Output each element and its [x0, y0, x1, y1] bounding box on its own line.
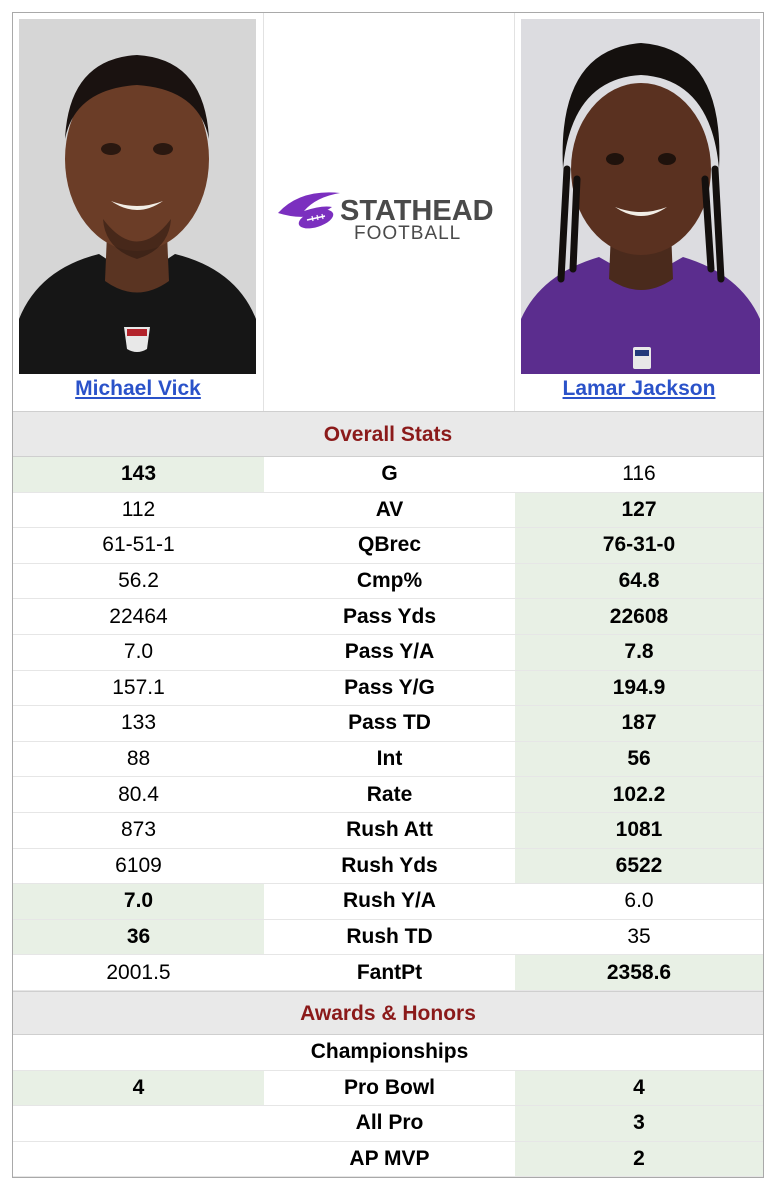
overall-stats-header: Overall Stats — [13, 411, 763, 457]
right-value-cell: 4 — [515, 1070, 763, 1105]
right-value-cell: 127 — [515, 492, 763, 528]
table-row: 112 AV 127 — [13, 492, 763, 529]
table-row: 56.2 Cmp% 64.8 — [13, 563, 763, 600]
right-value-cell — [515, 1035, 763, 1070]
stat-label-cell: Rush Att — [346, 818, 433, 842]
left-value-cell: 873 — [120, 818, 157, 842]
stat-label-cell: G — [381, 462, 398, 486]
right-value-cell: 35 — [627, 925, 651, 949]
right-value-cell: 76-31-0 — [515, 528, 763, 563]
stat-label-cell: Rush Yds — [341, 853, 438, 877]
table-row: Championships — [13, 1035, 763, 1071]
table-row: 4 Pro Bowl 4 — [13, 1070, 763, 1106]
right-player-link[interactable]: Lamar Jackson — [562, 377, 716, 400]
right-value-cell: 56 — [515, 741, 763, 777]
comparison-table: Michael Vick STATHEAD FOOTBALL — [12, 12, 764, 1178]
stathead-football-logo[interactable]: STATHEAD FOOTBALL — [270, 183, 510, 244]
left-player-link[interactable]: Michael Vick — [75, 377, 201, 400]
awards-honors-header: Awards & Honors — [13, 991, 763, 1035]
left-value-cell — [13, 1142, 264, 1177]
right-value-cell: 194.9 — [515, 670, 763, 706]
left-value-cell: 4 — [13, 1070, 264, 1105]
table-row: AP MVP 2 — [13, 1141, 763, 1177]
left-value-cell: 112 — [121, 497, 156, 521]
table-row: 88 Int 56 — [13, 741, 763, 778]
stat-label-cell: AV — [375, 497, 404, 521]
stat-label-cell: Pro Bowl — [343, 1075, 435, 1099]
stat-label-cell: Pass Y/A — [344, 640, 435, 664]
right-value-cell: 6.0 — [624, 889, 654, 913]
table-row: 80.4 Rate 102.2 — [13, 777, 763, 813]
left-value-cell: 80.4 — [118, 782, 159, 806]
right-value-cell: 102.2 — [515, 777, 763, 812]
table-row: 2001.5 FantPt 2358.6 — [13, 955, 763, 991]
stat-label-cell: Rush TD — [346, 925, 433, 949]
michael-vick-photo — [19, 19, 256, 374]
left-player-column: Michael Vick — [13, 13, 264, 411]
left-value-cell: 56.2 — [118, 569, 159, 593]
table-row: 157.1 Pass Y/G 194.9 — [13, 670, 763, 707]
table-row: 133 Pass TD 187 — [13, 706, 763, 742]
stat-label-cell: All Pro — [355, 1111, 424, 1135]
overall-stats-rows: 143 G 116 112 AV 127 61-51-1 QBrec 76-31-0 56.2 Cm… — [13, 457, 763, 991]
stat-label-cell: Int — [376, 747, 403, 771]
left-value-cell: 133 — [120, 711, 157, 735]
stat-label-cell: Rush Y/A — [343, 889, 436, 913]
stat-label-cell: Cmp% — [356, 569, 423, 593]
table-row: 61-51-1 QBrec 76-31-0 — [13, 528, 763, 564]
table-row: 22464 Pass Yds 22608 — [13, 599, 763, 635]
stat-label-cell: Pass Yds — [342, 604, 436, 628]
right-value-cell: 187 — [515, 706, 763, 741]
right-value-cell: 6522 — [515, 848, 763, 884]
left-value-cell: 88 — [126, 747, 151, 771]
stat-label-cell: Pass Y/G — [344, 675, 435, 699]
left-value-cell: 36 — [13, 919, 264, 955]
stat-label-cell: AP MVP — [349, 1146, 430, 1170]
headshot-jackson-icon — [521, 19, 760, 374]
awards-honors-rows: Championships 4 Pro Bowl 4 All Pro 3 AP MVP 2 — [13, 1035, 763, 1177]
right-value-cell: 2358.6 — [515, 955, 763, 990]
table-row: All Pro 3 — [13, 1106, 763, 1142]
left-value-cell: 157.1 — [112, 675, 165, 699]
right-value-cell: 1081 — [515, 812, 763, 848]
left-value-cell — [13, 1106, 264, 1141]
right-player-column: Lamar Jackson — [515, 13, 763, 411]
left-value-cell: 2001.5 — [106, 960, 171, 984]
right-value-cell: 3 — [515, 1106, 763, 1141]
right-value-cell: 116 — [622, 462, 656, 486]
right-value-cell: 2 — [515, 1141, 763, 1176]
right-value-cell: 7.8 — [515, 634, 763, 670]
headshot-vick-icon — [19, 19, 256, 374]
table-row: 143 G 116 — [13, 457, 763, 493]
logo-column: STATHEAD FOOTBALL — [264, 13, 515, 411]
left-value-cell: 7.0 — [13, 884, 264, 919]
table-row: 7.0 Rush Y/A 6.0 — [13, 884, 763, 920]
stat-label-cell: Rate — [366, 782, 413, 806]
stat-label-cell: FantPt — [356, 960, 423, 984]
right-value-cell: 22608 — [515, 599, 763, 634]
lamar-jackson-photo — [521, 19, 760, 374]
logo-word-football: FOOTBALL — [354, 223, 461, 243]
right-value-cell: 64.8 — [515, 563, 763, 599]
table-row: 7.0 Pass Y/A 7.8 — [13, 634, 763, 671]
left-value-cell: 61-51-1 — [102, 533, 175, 557]
left-value-cell: 7.0 — [123, 640, 154, 664]
left-value-cell: 22464 — [109, 604, 168, 628]
table-row: 36 Rush TD 35 — [13, 919, 763, 956]
table-row: 6109 Rush Yds 6522 — [13, 848, 763, 885]
left-value-cell: 143 — [13, 457, 264, 492]
left-value-cell — [13, 1035, 264, 1070]
left-value-cell: 6109 — [115, 853, 162, 877]
stat-label-cell: QBrec — [357, 533, 422, 557]
stat-label-cell: Pass TD — [348, 711, 431, 735]
player-header: Michael Vick STATHEAD FOOTBALL — [13, 13, 763, 412]
table-row: 873 Rush Att 1081 — [13, 812, 763, 849]
logo-word-stathead: STATHEAD — [340, 195, 494, 227]
stat-label-cell: Championships — [310, 1040, 469, 1064]
football-logo-icon: STATHEAD FOOTBALL — [278, 192, 494, 244]
